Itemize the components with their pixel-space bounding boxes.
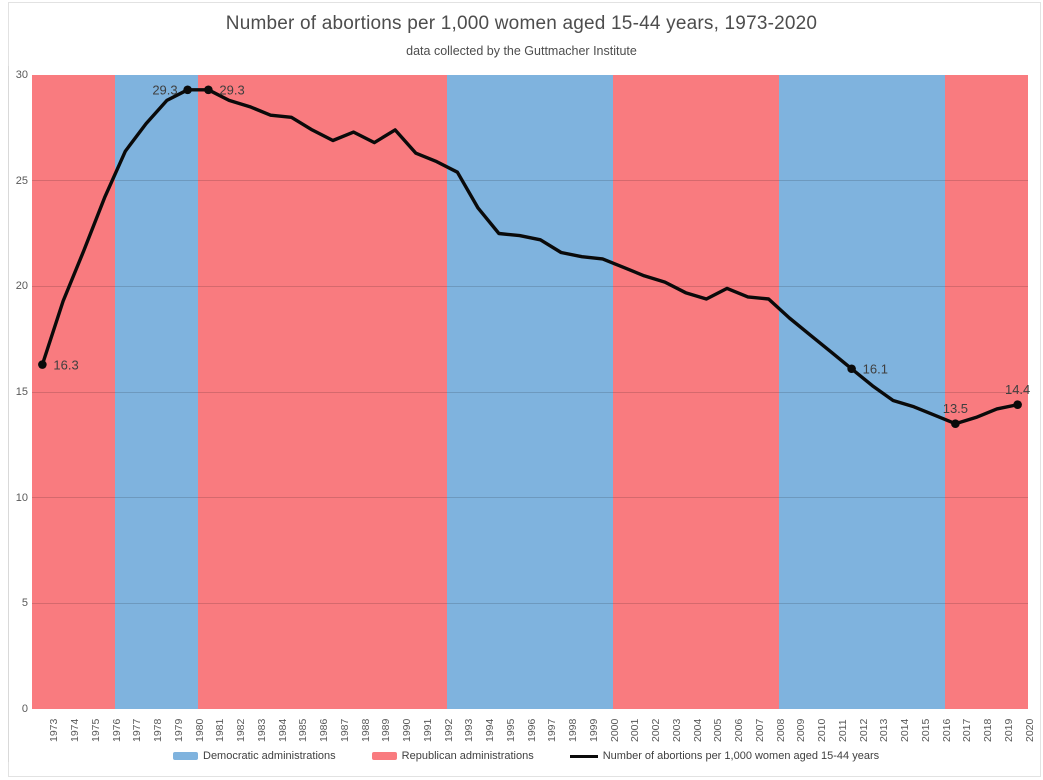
- y-axis-label-15: 15: [15, 386, 28, 398]
- administration-band-democratic-2009: [779, 75, 945, 709]
- y-axis-label-5: 5: [21, 597, 28, 610]
- administration-band-democratic-1993: [447, 75, 613, 709]
- legend-item-democratic: Democratic administrations: [173, 750, 336, 762]
- data-point-marker-1981: [204, 85, 213, 95]
- data-label-1981: 29.3: [219, 82, 245, 98]
- y-axis-label-0: 0: [21, 703, 28, 715]
- gridline-25: [32, 180, 1028, 182]
- chart-subtitle: data collected by the Guttmacher Institu…: [406, 44, 637, 58]
- data-point-marker-1980: [183, 85, 192, 95]
- administration-band-republican-2017: [945, 75, 1028, 709]
- y-axis-label-25: 25: [15, 174, 28, 187]
- y-axis-label-30: 30: [15, 69, 28, 81]
- administration-band-republican-1981: [198, 75, 447, 709]
- data-label-1973: 16.3: [53, 357, 79, 373]
- gridline-15: [32, 391, 1028, 393]
- legend-label: Democratic administrations: [203, 750, 336, 762]
- administration-band-republican-1973: [32, 75, 115, 709]
- data-point-marker-2017: [951, 419, 960, 429]
- data-label-2017: 13.5: [942, 400, 969, 416]
- democratic-swatch-icon: [173, 752, 198, 760]
- data-label-2020: 14.4: [1004, 381, 1031, 397]
- data-label-1980: 29.3: [152, 82, 178, 98]
- y-axis-label-20: 20: [15, 280, 28, 293]
- y-axis-label-10: 10: [15, 491, 28, 504]
- data-point-marker-2020: [1013, 400, 1022, 409]
- series-line-swatch-icon: [569, 754, 598, 758]
- administration-band-republican-2001: [613, 75, 779, 709]
- gridline-10: [32, 497, 1028, 499]
- chart-legend: Democratic administrations Republican ad…: [0, 750, 1043, 762]
- legend-label: Republican administrations: [401, 750, 534, 762]
- legend-item-series: Number of abortions per 1,000 women aged…: [569, 750, 880, 762]
- data-label-2012: 16.1: [862, 361, 888, 377]
- data-point-marker-2012: [847, 364, 856, 374]
- legend-item-republican: Republican administrations: [371, 750, 534, 762]
- gridline-20: [32, 285, 1028, 287]
- administration-band-democratic-1977: [115, 75, 198, 709]
- gridline-5: [32, 602, 1028, 604]
- y-axis-line: [8, 66, 9, 762]
- republican-swatch-icon: [371, 752, 397, 760]
- data-point-marker-1973: [38, 360, 47, 369]
- chart-title: Number of abortions per 1,000 women aged…: [225, 13, 818, 34]
- legend-label: Number of abortions per 1,000 women aged…: [602, 750, 880, 762]
